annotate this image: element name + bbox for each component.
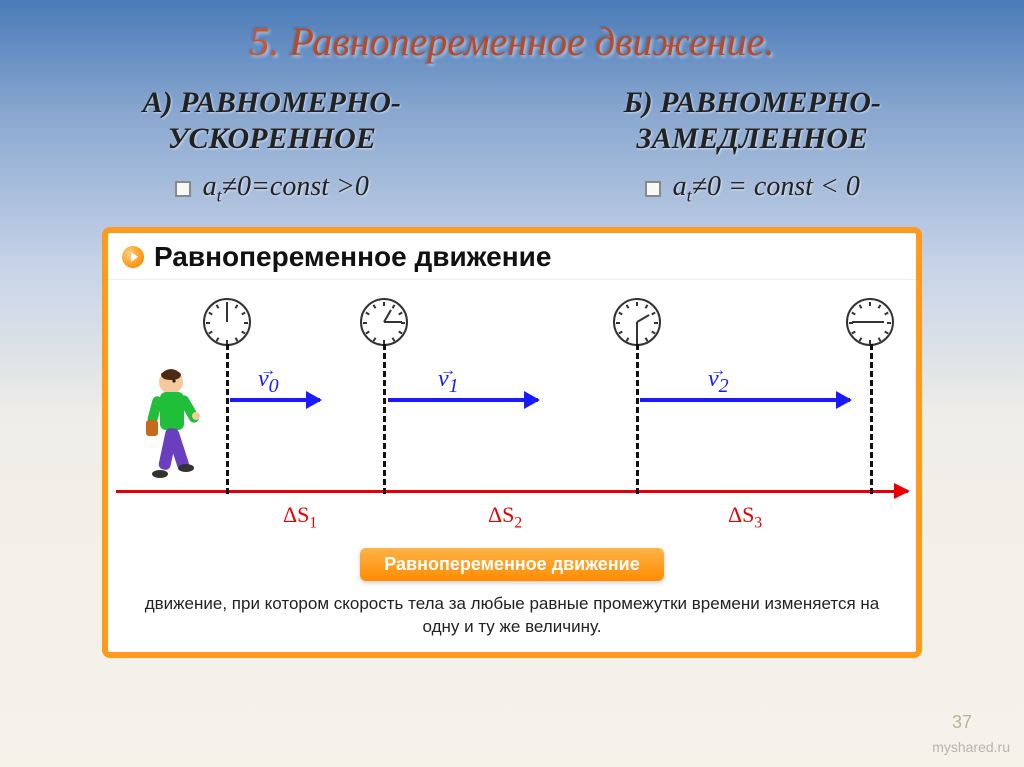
velocity-vector xyxy=(388,398,538,402)
displacement-label: ΔS1 xyxy=(283,502,317,532)
slide-title: 5. Равнопеременное движение. xyxy=(0,0,1024,65)
column-left: А) РАВНОМЕРНО- УСКОРЕННОЕ at≠0=const >0 xyxy=(50,85,494,207)
columns: А) РАВНОМЕРНО- УСКОРЕННОЕ at≠0=const >0 … xyxy=(0,65,1024,217)
figure-badge: Равнопеременное движение xyxy=(360,548,663,581)
clock-icon xyxy=(846,298,894,346)
left-formula: at≠0=const >0 xyxy=(203,171,369,207)
clock-icon xyxy=(203,298,251,346)
velocity-vector xyxy=(230,398,320,402)
velocity-vector xyxy=(640,398,850,402)
velocity-label: →v1 xyxy=(438,366,459,398)
left-heading-l1: А) РАВНОМЕРНО- xyxy=(143,86,401,119)
watermark: myshared.ru xyxy=(932,739,1010,755)
bullet-icon xyxy=(645,181,661,197)
displacement-label: ΔS3 xyxy=(728,502,762,532)
x-axis xyxy=(116,490,908,493)
figure: Равнопеременное движение →v0 →v1 →v2 ΔS1 ΔS2… xyxy=(102,227,922,659)
velocity-label: →v2 xyxy=(708,366,729,398)
column-right: Б) РАВНОМЕРНО- ЗАМЕДЛЕННОЕ at≠0 = const … xyxy=(530,85,974,207)
figure-header: Равнопеременное движение xyxy=(108,233,916,280)
right-heading-l1: Б) РАВНОМЕРНО- xyxy=(624,86,881,119)
figure-definition: движение, при котором скорость тела за л… xyxy=(108,587,916,653)
right-heading: Б) РАВНОМЕРНО- ЗАМЕДЛЕННОЕ xyxy=(530,85,974,157)
page-number: 37 xyxy=(952,712,972,733)
right-formula-row: at≠0 = const < 0 xyxy=(530,171,974,207)
clock-icon xyxy=(360,298,408,346)
left-heading: А) РАВНОМЕРНО- УСКОРЕННОЕ xyxy=(50,85,494,157)
clock-icon xyxy=(613,298,661,346)
dashed-marker xyxy=(870,344,873,494)
motion-diagram: →v0 →v1 →v2 ΔS1 ΔS2 ΔS3 xyxy=(108,280,916,540)
velocity-label: →v0 xyxy=(258,366,279,398)
badge-row: Равнопеременное движение xyxy=(108,540,916,587)
left-heading-l2: УСКОРЕННОЕ xyxy=(168,122,376,155)
title-number: 5. xyxy=(250,19,280,64)
bullet-icon xyxy=(175,181,191,197)
dashed-marker xyxy=(383,344,386,494)
right-formula: at≠0 = const < 0 xyxy=(673,171,860,207)
walking-person-icon xyxy=(136,366,206,486)
displacement-label: ΔS2 xyxy=(488,502,522,532)
dashed-marker xyxy=(636,344,639,494)
left-formula-row: at≠0=const >0 xyxy=(50,171,494,207)
arrow-bullet-icon xyxy=(122,246,144,268)
figure-title: Равнопеременное движение xyxy=(154,241,551,273)
dashed-marker xyxy=(226,344,229,494)
right-heading-l2: ЗАМЕДЛЕННОЕ xyxy=(637,122,868,155)
title-text: Равнопеременное движение. xyxy=(290,19,775,64)
